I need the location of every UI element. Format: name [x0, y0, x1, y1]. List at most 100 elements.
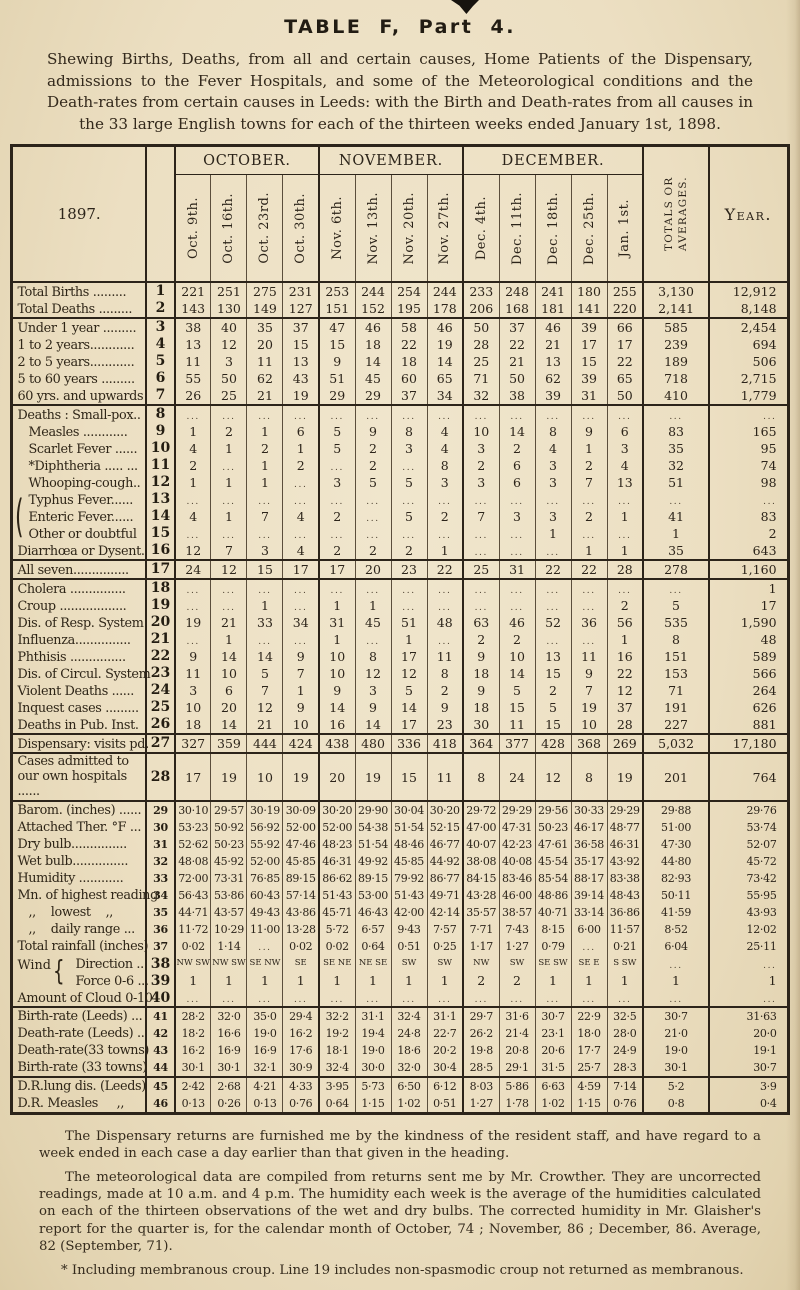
cell-week-value: 48·43 — [606, 887, 644, 905]
cell-week-value: 31·6 — [498, 1006, 536, 1026]
cell-row-number: 32 — [145, 853, 176, 871]
cell-row-label: Dispensary: visits pd. — [11, 733, 149, 754]
cell-week-value: 47·00 — [462, 819, 500, 837]
nil-dots: ... — [258, 530, 272, 541]
week-header: Nov. 6th. — [318, 174, 355, 284]
cell-week-value: ... — [282, 491, 319, 509]
cell-week-value: 29·90 — [354, 800, 391, 820]
cell-year-value: 83 — [760, 509, 777, 525]
cell-week-value: ... — [606, 578, 644, 598]
cell-week-value: 19·8 — [462, 1042, 500, 1060]
cell-week-value: ... — [570, 597, 608, 615]
nil-dots: ... — [294, 411, 308, 422]
cell-week-value: 220 — [606, 300, 644, 319]
cell-week-value: 12 — [174, 542, 211, 561]
table-row: Amount of Cloud 0-10 40..................… — [11, 989, 788, 1008]
cell-week-value: 10 — [318, 648, 355, 666]
cell-row-number: 31 — [145, 836, 176, 854]
cell-week-value: 39 — [534, 387, 572, 406]
cell-week-value: 39·14 — [570, 887, 608, 905]
cell-week-value: 1 — [246, 423, 283, 441]
cell-week-value: 9 — [426, 699, 464, 717]
cell-year-value: 43·93 — [746, 906, 777, 920]
cell-week-value: 31 — [498, 559, 536, 580]
cell-week-value: 30·10 — [174, 800, 211, 820]
cell-week-value: 15 — [534, 665, 572, 683]
cell-row-label: Cholera ............... — [11, 578, 147, 598]
row-label-text: Death-rate(33 towns) — [17, 1043, 150, 1059]
row-label-text: Death-rate (Leeds) .. — [17, 1026, 145, 1042]
cell-week-value: 12 — [210, 559, 247, 580]
cell-week-value: ... — [246, 491, 283, 509]
cell-week-value: 16·9 — [210, 1042, 247, 1060]
nil-dots: ... — [582, 942, 596, 953]
cell-week-value: 30·19 — [246, 800, 283, 820]
cell-row-label: Scarlet Fever ...... — [11, 440, 147, 458]
cell-week-value: 28·2 — [174, 1006, 211, 1026]
table-row: Attached Ther. °F ... 30 53·23 50·92 56·92 52… — [11, 819, 788, 837]
cell-week-value: 86·77 — [426, 870, 464, 888]
cell-total-or-average: 189 — [642, 353, 711, 371]
cell-year-value: 17,180 — [709, 733, 789, 754]
cell-week-value: 8 — [426, 665, 464, 683]
cell-week-value: 19 — [210, 752, 247, 802]
cell-week-value: 50 — [606, 387, 644, 406]
cell-row-number: 16 — [145, 542, 176, 561]
cell-week-value: 36·58 — [570, 836, 608, 854]
cell-week-value: 127 — [282, 300, 319, 319]
cell-row-label: Total Deaths ......... — [11, 300, 147, 319]
cell-week-value: ... — [246, 989, 283, 1008]
cell-week-value: 16·2 — [174, 1042, 211, 1060]
cell-week-value: ... — [282, 989, 319, 1008]
cell-week-value: 10 — [210, 665, 247, 683]
cell-year-value: 98 — [760, 475, 777, 491]
cell-year-value: 1,590 — [740, 615, 777, 631]
cell-week-value: 1 — [534, 972, 572, 990]
cell-week-value: ... — [570, 631, 608, 649]
cell-week-value: 65 — [426, 370, 464, 388]
cell-week-value: 50·92 — [210, 819, 247, 837]
cell-week-value: 34 — [426, 387, 464, 406]
cell-row-number: 22 — [145, 648, 176, 666]
table-row: Deaths in Pub. Inst. 26 18 14 21 10 16 14 17 23 30… — [11, 716, 788, 735]
cell-week-value: 43 — [282, 370, 319, 388]
cell-week-value: 55 — [174, 370, 211, 388]
cell-year-value: 3·9 — [709, 1076, 789, 1096]
cell-week-value: 17 — [318, 559, 355, 580]
cell-week-value: 15 — [570, 353, 608, 371]
cell-week-value: 7 — [570, 474, 608, 492]
cell-week-value: 25 — [462, 353, 500, 371]
cell-week-value: 16·6 — [210, 1025, 247, 1043]
cell-week-value: 20 — [354, 559, 391, 580]
cell-week-value: ... — [426, 525, 464, 543]
cell-week-value: 45·54 — [534, 853, 572, 871]
cell-week-value: 5·72 — [318, 921, 355, 939]
week-header: Oct. 23rd. — [246, 174, 283, 284]
cell-week-value: 32·1 — [246, 1059, 283, 1078]
cell-row-label: 60 yrs. and upwards — [11, 387, 147, 406]
cell-row-label: Death-rate(33 towns) — [11, 1042, 150, 1060]
cell-row-label: Mn. of highest reading — [11, 887, 158, 905]
row-label-text: Mn. of highest reading — [17, 888, 158, 904]
nil-dots: ... — [438, 602, 452, 613]
cell-week-value: 418 — [426, 733, 464, 754]
cell-week-value: ... — [390, 491, 427, 509]
cell-week-value: 39 — [570, 317, 608, 337]
cell-week-value: 17·7 — [570, 1042, 608, 1060]
cell-week-value: ... — [570, 938, 608, 956]
cell-week-value: 29·56 — [534, 800, 572, 820]
cell-year-value: 12,912 — [709, 281, 789, 301]
cell-row-label: ,, daily range ... — [11, 921, 147, 939]
table-row: (Typhus Fever...... 13...................… — [11, 491, 788, 543]
nil-dots: ... — [294, 585, 308, 596]
cell-week-value: 130 — [210, 300, 247, 319]
cell-week-value: 2 — [498, 972, 536, 990]
cell-week-value: 4·33 — [282, 1076, 319, 1096]
cell-row-label: Total rainfall (inches) — [11, 938, 149, 956]
cell-row-label: Violent Deaths ...... — [11, 682, 147, 700]
cell-week-value: 25·7 — [570, 1059, 608, 1078]
cell-row-number: 29 — [145, 800, 176, 820]
cell-row-label: Whooping-cough.. — [11, 474, 147, 492]
cell-week-value: ... — [498, 491, 536, 509]
cell-week-value: S SW — [606, 955, 644, 973]
